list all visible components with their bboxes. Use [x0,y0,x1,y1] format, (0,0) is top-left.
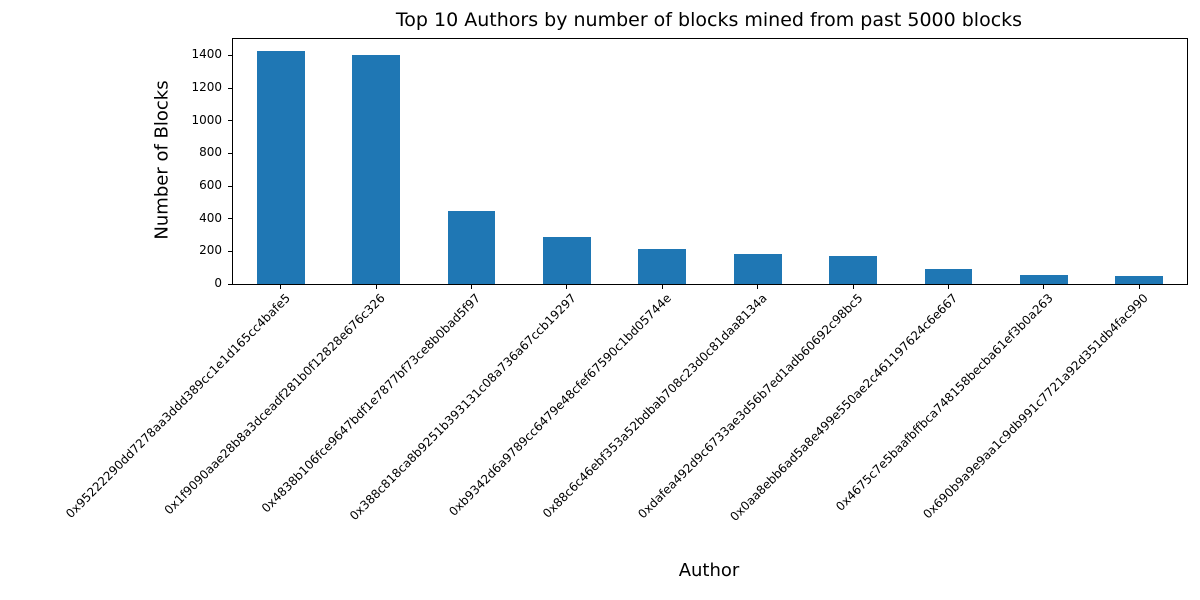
bar [1020,274,1068,284]
bar [447,210,496,284]
y-tick-label: 1400 [191,47,222,62]
x-tick [948,284,949,289]
y-tick-label: 1000 [191,112,222,127]
y-tick-label: 400 [199,210,222,225]
x-tick [661,284,663,289]
bar [543,237,591,284]
bar [924,268,973,284]
x-tick-label: 0x4838b106fce9647bdf1e7877bf73ce8b0bad5f… [259,291,484,516]
bar [1115,275,1164,284]
bar [256,51,305,284]
x-tick-label: 0x690b9a9e9aa1c9db991c7721a92d351db4fac9… [920,291,1152,522]
x-tick-label: 0x88c6c46ebf353a52bdbab708c23d0c81daa813… [539,291,770,521]
y-tick-label: 800 [199,145,222,160]
y-tick-label: 1200 [191,80,222,94]
y-tick [228,218,233,220]
y-tick-label: 200 [199,243,222,258]
y-tick [228,185,233,187]
bar [829,256,877,284]
x-tick [1138,284,1140,289]
x-axis-label: Author [678,560,740,581]
x-tick [471,284,472,289]
y-tick-label: 600 [199,178,222,192]
x-tick [566,284,568,289]
x-tick [280,284,282,289]
bar [352,55,400,284]
y-tick [228,250,233,252]
bar [733,253,782,284]
plot-area [228,38,1188,289]
y-tick [228,54,233,56]
x-tick-label: 0xb9342d6a9789cc6479e48cfef67590c1bd0574… [446,291,675,519]
x-tick [375,284,377,289]
y-tick-label: 0 [214,276,222,290]
x-tick-label: 0x388c818ca8b9251b393131c08a736a67ccb192… [346,291,579,523]
y-tick [228,152,233,154]
x-tick [1043,284,1045,289]
x-tick-label: 0x1f9090aae28b8a3dceadf281b0f12828e676c3… [161,291,389,518]
y-tick [228,120,233,122]
bar [638,248,687,284]
y-tick [228,87,233,89]
x-tick-label: 0x0aa8ebb6ad5a8e499e550ae2c461197624c6e6… [727,291,961,524]
x-tick-label: 0xdafea492d9c6733ae3d56b7ed1adb60692c98b… [634,291,866,522]
x-tick-label: 0x95222290dd7278aa3ddd389cc1e1d165cc4baf… [62,291,293,521]
chart-title: Top 10 Authors by number of blocks mined… [395,9,1023,31]
y-tick [228,283,233,285]
y-axis-label: Number of Blocks [151,80,173,240]
x-tick [852,284,854,289]
x-tick [757,284,759,289]
x-tick-label: 0x4675c7e5baafbffbca748158becba61ef3b0a2… [833,291,1056,514]
